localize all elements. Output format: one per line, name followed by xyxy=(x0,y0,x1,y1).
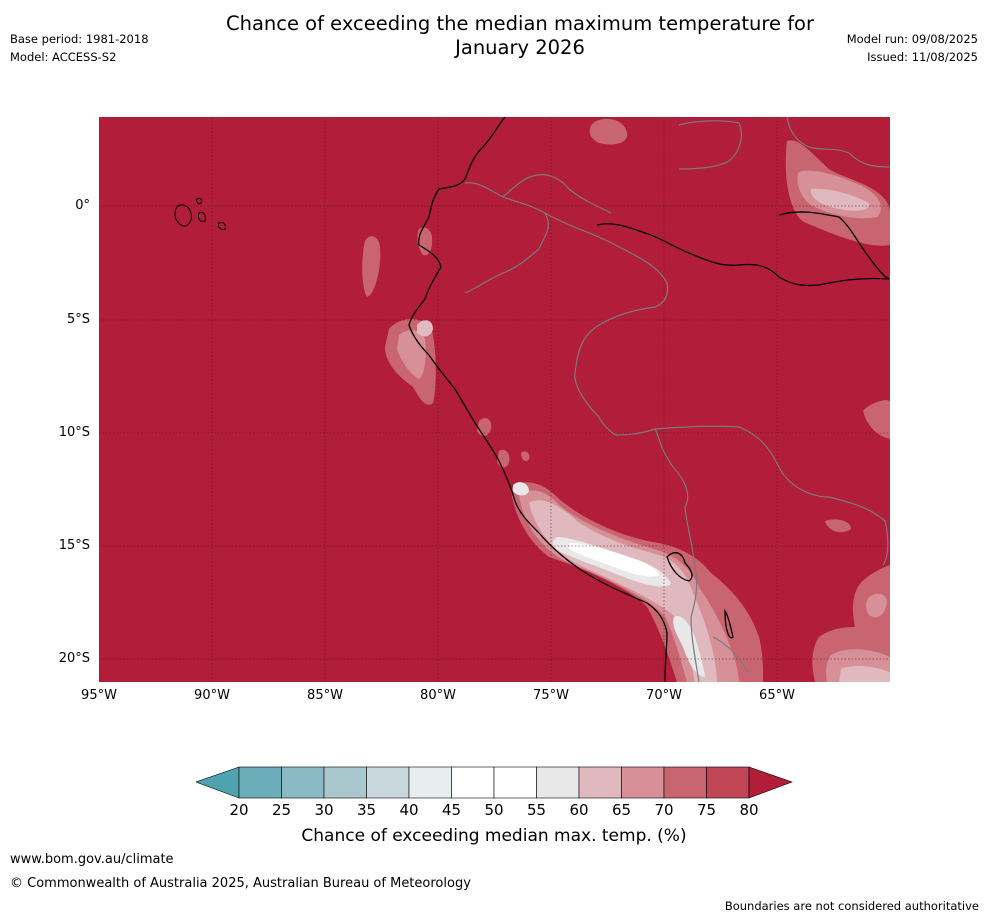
colorbar-tick-label: 35 xyxy=(356,801,377,819)
copyright-text: © Commonwealth of Australia 2025, Austra… xyxy=(10,876,471,891)
colorbar-cell xyxy=(621,766,665,799)
issued-text: Issued: 11/08/2025 xyxy=(867,50,978,64)
galapagos-islands xyxy=(174,197,226,230)
colorbar-cell xyxy=(408,766,452,799)
lon-label-90w: 90°W xyxy=(194,688,230,703)
model-run-text: Model run: 09/08/2025 xyxy=(846,32,978,46)
title-line-1: Chance of exceeding the median maximum t… xyxy=(225,12,815,35)
colorbar-cell xyxy=(238,766,282,799)
colorbar-tick-label: 20 xyxy=(229,801,249,819)
lon-label-95w: 95°W xyxy=(81,688,117,703)
colorbar-tick-label: 65 xyxy=(611,801,632,819)
forecast-map xyxy=(99,117,890,682)
colorbar-tick-label: 40 xyxy=(399,801,419,819)
colorbar-cell xyxy=(281,766,325,799)
colorbar-tick-label: 50 xyxy=(484,801,504,819)
gridlines xyxy=(99,117,890,682)
website-url: www.bom.gov.au/climate xyxy=(10,852,174,867)
lat-label-0: 0° xyxy=(75,198,90,213)
title-line-2: January 2026 xyxy=(455,36,585,59)
lon-label-65w: 65°W xyxy=(759,688,795,703)
colorbar-tick-label: 80 xyxy=(739,801,759,819)
colorbar-cell xyxy=(366,766,410,799)
colorbar xyxy=(196,766,793,799)
colorbar-tick-label: 45 xyxy=(441,801,462,819)
colorbar-label: Chance of exceeding median max. temp. (%… xyxy=(301,826,687,846)
base-period-text: Base period: 1981-2018 xyxy=(10,32,149,46)
colorbar-high-extend xyxy=(748,766,793,799)
map-background xyxy=(99,117,890,682)
lat-label-5s: 5°S xyxy=(66,312,90,327)
lon-label-70w: 70°W xyxy=(646,688,682,703)
lat-label-20s: 20°S xyxy=(58,651,90,666)
colorbar-tick-label: 55 xyxy=(526,801,547,819)
colorbar-cells xyxy=(238,766,750,799)
colorbar-low-extend xyxy=(196,766,240,799)
colorbar-cell xyxy=(451,766,495,799)
lat-label-10s: 10°S xyxy=(58,425,90,440)
colorbar-cell xyxy=(493,766,537,799)
lon-label-80w: 80°W xyxy=(420,688,456,703)
colorbar-cell xyxy=(536,766,580,799)
colorbar-cell xyxy=(663,766,707,799)
model-text: Model: ACCESS-S2 xyxy=(10,50,117,64)
colorbar-cell xyxy=(578,766,622,799)
meta-right: Model run: 09/08/2025 Issued: 11/08/2025 xyxy=(847,30,978,66)
lon-label-85w: 85°W xyxy=(307,688,343,703)
colorbar-tick-label: 75 xyxy=(696,801,717,819)
colorbar-tick-label: 30 xyxy=(314,801,334,819)
colorbar-cell xyxy=(706,766,750,799)
lat-label-15s: 15°S xyxy=(58,538,90,553)
colorbar-tick-label: 60 xyxy=(569,801,589,819)
meta-left: Base period: 1981-2018 Model: ACCESS-S2 xyxy=(10,30,149,66)
colorbar-cell xyxy=(323,766,367,799)
lon-label-75w: 75°W xyxy=(533,688,569,703)
chart-title: Chance of exceeding the median maximum t… xyxy=(150,12,890,60)
coastlines xyxy=(408,117,890,682)
disclaimer-text: Boundaries are not considered authoritat… xyxy=(724,899,979,913)
country-boundaries xyxy=(464,117,890,682)
colorbar-tick-label: 70 xyxy=(654,801,674,819)
colorbar-tick-label: 25 xyxy=(271,801,292,819)
